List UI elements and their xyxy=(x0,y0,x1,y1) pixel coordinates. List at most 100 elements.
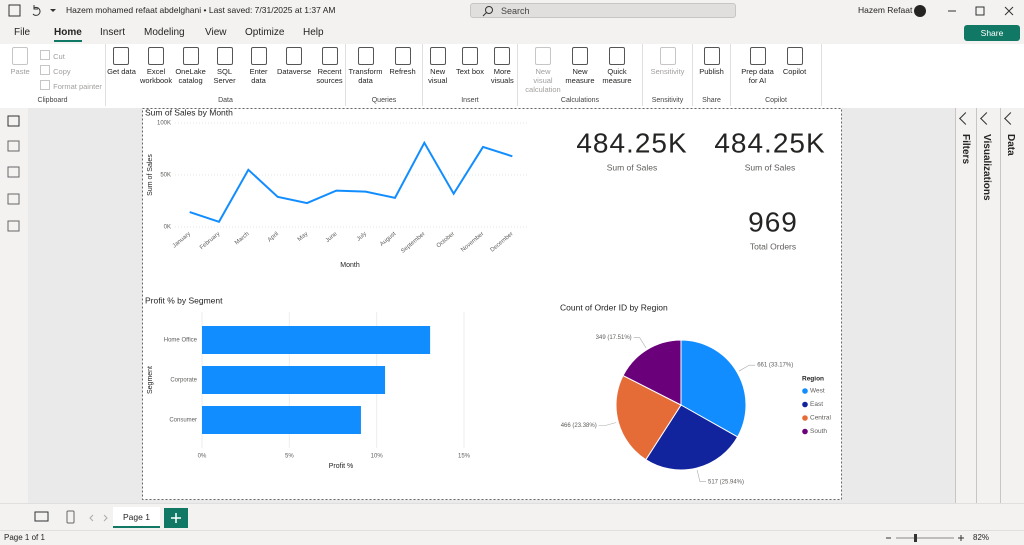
legend-label: West xyxy=(810,388,825,395)
maximize[interactable] xyxy=(975,6,985,16)
ribbon-button[interactable]: Prep data for AI xyxy=(741,47,775,85)
ribbon-button-label: SQL Server xyxy=(213,67,236,85)
undo-icon[interactable] xyxy=(32,5,41,16)
ribbon-group-label: Clipboard xyxy=(37,97,68,104)
side-pane[interactable]: Visualizations xyxy=(976,108,1000,503)
pie-slice xyxy=(615,374,682,461)
leader-line xyxy=(696,469,706,482)
ribbon-button[interactable]: Text box xyxy=(455,47,484,85)
pie-slice xyxy=(622,339,682,406)
ribbon-button[interactable]: New measure xyxy=(563,47,597,94)
legend-title: Region xyxy=(802,376,824,383)
bar xyxy=(202,406,361,434)
legend-swatch xyxy=(802,428,808,435)
search-box[interactable]: Search xyxy=(470,3,736,18)
ribbon-group: New visual Text box More visuals Insert xyxy=(423,44,518,106)
ribbon-button[interactable]: Copilot xyxy=(778,47,812,85)
ribbon-button[interactable]: Quick measure xyxy=(600,47,634,94)
ribbon-button[interactable]: Get data xyxy=(106,47,137,85)
zoom-slider[interactable] xyxy=(884,531,964,545)
card-label: Sum of Sales xyxy=(607,162,658,172)
ribbon-button[interactable]: SQL Server xyxy=(209,47,240,85)
y-tick-label: 100K xyxy=(157,121,171,127)
ribbon-icon xyxy=(394,47,411,65)
card-value: 484.25K xyxy=(576,127,687,158)
y-tick-label: Corporate xyxy=(170,378,197,384)
page-tab[interactable]: Page 1 xyxy=(113,507,160,528)
ribbon-button-label: New measure xyxy=(565,67,595,85)
menu-tab[interactable]: Optimize xyxy=(245,27,285,38)
ribbon-button[interactable]: Recent sources xyxy=(314,47,345,85)
legend-label: Central xyxy=(810,415,832,422)
menu-tab[interactable]: File xyxy=(14,27,31,38)
ribbon-group: Publish Share xyxy=(693,44,731,106)
ribbon-icon xyxy=(357,47,374,65)
ribbon-button[interactable]: New visual calculation xyxy=(525,47,561,94)
side-pane[interactable]: Data xyxy=(1000,108,1024,503)
dropdown-icon[interactable] xyxy=(50,9,56,12)
ribbon-icon xyxy=(148,47,165,65)
ribbon-button-label: More visuals xyxy=(490,67,514,85)
y-tick-label: 50K xyxy=(160,173,171,179)
ribbon-button[interactable]: Sensitivity xyxy=(651,47,685,76)
close[interactable] xyxy=(1004,6,1014,16)
menu-tab[interactable]: Home xyxy=(54,27,82,42)
page-count: Page 1 of 1 xyxy=(4,533,45,542)
ribbon-button[interactable]: Enter data xyxy=(243,47,274,85)
tmdl-view[interactable] xyxy=(7,220,20,232)
page-tabs: Page 1 xyxy=(0,503,1024,531)
x-tick-label: 0% xyxy=(198,454,207,460)
model-view[interactable] xyxy=(7,166,20,178)
leader-line xyxy=(598,422,617,426)
menu-tab[interactable]: Modeling xyxy=(144,27,185,38)
data-label: 661 (33.17%) xyxy=(757,363,793,369)
share-button[interactable]: Share xyxy=(964,25,1020,41)
ribbon-button-label: New visual xyxy=(428,67,448,85)
clipboard-small: Cut Copy Format painter xyxy=(40,47,102,91)
ribbon-button[interactable]: Copy xyxy=(40,65,102,76)
ribbon-button-label: Refresh xyxy=(389,67,416,76)
ribbon-items: Transform data Refresh xyxy=(346,44,422,85)
ribbon-button-label: Paste xyxy=(10,67,30,76)
ribbon-button[interactable]: Cut xyxy=(40,50,102,61)
table-view[interactable] xyxy=(7,140,20,152)
save-icon[interactable] xyxy=(8,4,21,17)
menu-tab[interactable]: Insert xyxy=(100,27,126,38)
ribbon-button-label: Publish xyxy=(699,67,724,76)
avatar[interactable] xyxy=(914,5,926,17)
ribbon-group-label: Share xyxy=(702,97,721,104)
desktop-layout[interactable] xyxy=(34,511,49,522)
ribbon-button-label: Sensitivity xyxy=(650,67,685,76)
pie-slice xyxy=(680,339,747,438)
ribbon-button[interactable]: Excel workbook xyxy=(140,47,172,85)
leader-line xyxy=(738,364,756,372)
quick-access-icons xyxy=(8,4,56,17)
ribbon-button[interactable]: Format painter xyxy=(40,80,102,91)
ribbon-button[interactable]: OneLake catalog xyxy=(175,47,206,85)
dax-view[interactable] xyxy=(7,193,20,205)
x-tick-label: May xyxy=(297,231,310,243)
mobile-layout[interactable] xyxy=(66,510,75,524)
side-pane[interactable]: Filters xyxy=(955,108,976,503)
tab-scroll[interactable] xyxy=(89,514,108,522)
ribbon-button[interactable]: New visual xyxy=(423,47,452,85)
ribbon-icon xyxy=(749,47,766,65)
pane-label: Filters xyxy=(960,134,971,165)
ribbon-button[interactable]: Dataverse xyxy=(277,47,311,85)
ribbon-button[interactable]: More visuals xyxy=(488,47,517,85)
ribbon-button[interactable]: Publish xyxy=(695,47,729,76)
report-view[interactable] xyxy=(7,115,20,127)
x-axis-title: Month xyxy=(340,262,360,269)
ribbon-button[interactable]: Transform data xyxy=(349,47,383,85)
menu-tab[interactable]: Help xyxy=(303,27,324,38)
search-icon xyxy=(482,6,493,17)
ribbon-icon xyxy=(12,47,29,65)
y-tick-label: Home Office xyxy=(164,338,198,344)
ribbon-button-label: Copilot xyxy=(782,67,807,76)
ribbon-items: Publish xyxy=(693,44,730,76)
ribbon-button[interactable]: Paste xyxy=(3,47,37,91)
menu-tab[interactable]: View xyxy=(205,27,227,38)
chart-title: Profit % by Segment xyxy=(145,295,223,305)
ribbon-button-label: Get data xyxy=(107,67,136,76)
ribbon-button[interactable]: Refresh xyxy=(386,47,420,85)
